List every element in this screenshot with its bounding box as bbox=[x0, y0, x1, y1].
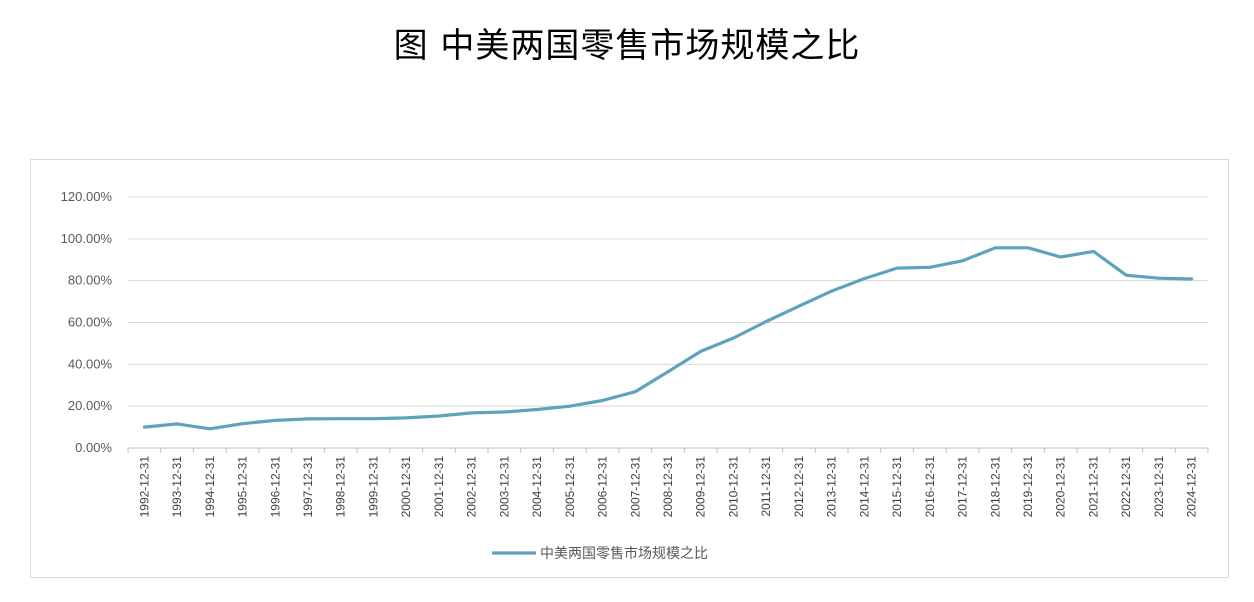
x-tick-label: 1995-12-31 bbox=[236, 456, 250, 518]
data-point bbox=[764, 320, 768, 323]
series-line bbox=[142, 246, 1194, 431]
x-tick-label: 1994-12-31 bbox=[203, 456, 217, 518]
x-tick-label: 2024-12-31 bbox=[1185, 456, 1199, 518]
data-point bbox=[666, 370, 670, 374]
data-point bbox=[535, 408, 539, 411]
x-tick-label: 2015-12-31 bbox=[890, 456, 904, 518]
legend-label: 中美两国零售市场规模之比 bbox=[540, 545, 708, 562]
x-tick-label: 2018-12-31 bbox=[988, 456, 1002, 518]
x-tick-label: 2017-12-31 bbox=[956, 456, 970, 518]
y-tick-label: 120.00% bbox=[61, 189, 113, 204]
x-tick-label: 2014-12-31 bbox=[857, 456, 871, 518]
data-point bbox=[601, 399, 604, 402]
data-point bbox=[437, 414, 441, 418]
data-point bbox=[241, 422, 244, 426]
data-point bbox=[1092, 249, 1095, 253]
x-tick-label: 2016-12-31 bbox=[923, 456, 937, 518]
data-point bbox=[862, 277, 866, 280]
x-tick-label: 1998-12-31 bbox=[334, 456, 348, 518]
data-point bbox=[633, 390, 637, 394]
data-point bbox=[142, 425, 146, 429]
x-tick-label: 2007-12-31 bbox=[628, 456, 642, 518]
x-tick-label: 2005-12-31 bbox=[563, 456, 577, 518]
y-tick-label: 0.00% bbox=[75, 440, 112, 455]
data-point bbox=[1124, 273, 1128, 277]
data-point bbox=[732, 336, 735, 340]
y-tick-label: 60.00% bbox=[68, 315, 113, 330]
x-tick-label: 2012-12-31 bbox=[792, 456, 806, 518]
x-tick-label: 2010-12-31 bbox=[726, 456, 740, 518]
x-tick-label: 2004-12-31 bbox=[530, 456, 544, 518]
x-tick-label: 2009-12-31 bbox=[694, 456, 708, 518]
data-point bbox=[797, 304, 801, 308]
x-tick-label: 2022-12-31 bbox=[1119, 456, 1133, 518]
x-tick-label: 1993-12-31 bbox=[170, 456, 184, 518]
data-point bbox=[928, 265, 932, 269]
data-point bbox=[208, 427, 212, 431]
y-tick-label: 20.00% bbox=[68, 398, 113, 413]
data-point bbox=[502, 410, 506, 414]
data-point bbox=[993, 246, 997, 250]
x-tick-label: 2013-12-31 bbox=[825, 456, 839, 518]
x-tick-label: 2000-12-31 bbox=[399, 456, 413, 518]
data-point bbox=[339, 417, 343, 421]
data-point bbox=[1157, 276, 1161, 280]
x-tick-label: 2003-12-31 bbox=[497, 456, 511, 518]
y-tick-label: 80.00% bbox=[68, 273, 113, 288]
data-point bbox=[470, 411, 474, 415]
data-point bbox=[175, 422, 179, 426]
data-point bbox=[1059, 255, 1063, 259]
data-point bbox=[306, 417, 310, 421]
data-point bbox=[895, 266, 899, 270]
x-tick-label: 1997-12-31 bbox=[301, 456, 315, 518]
page-title: 图 中美两国零售市场规模之比 bbox=[393, 26, 861, 66]
x-tick-label: 1996-12-31 bbox=[268, 456, 282, 518]
x-tick-label: 2001-12-31 bbox=[432, 456, 446, 518]
x-tick-label: 2021-12-31 bbox=[1086, 456, 1100, 518]
data-point bbox=[273, 418, 277, 422]
data-point bbox=[699, 349, 703, 353]
data-point bbox=[1026, 246, 1030, 250]
x-tick-label: 2020-12-31 bbox=[1054, 456, 1068, 518]
data-point bbox=[568, 404, 572, 408]
data-point bbox=[961, 259, 964, 263]
x-tick-label: 2006-12-31 bbox=[596, 456, 610, 518]
chart-frame bbox=[30, 159, 1229, 578]
x-tick-label: 2002-12-31 bbox=[465, 456, 479, 518]
x-tick-label: 1999-12-31 bbox=[366, 456, 380, 518]
x-tick-label: 2008-12-31 bbox=[661, 456, 675, 518]
data-point bbox=[1190, 277, 1194, 281]
x-tick-label: 1992-12-31 bbox=[137, 456, 151, 518]
data-point bbox=[404, 416, 408, 420]
y-tick-label: 100.00% bbox=[61, 231, 113, 246]
y-tick-label: 40.00% bbox=[68, 356, 113, 371]
x-tick-label: 2011-12-31 bbox=[759, 456, 773, 517]
data-point bbox=[830, 289, 834, 293]
data-point bbox=[372, 417, 375, 421]
x-tick-label: 2023-12-31 bbox=[1152, 456, 1166, 518]
x-tick-label: 2019-12-31 bbox=[1021, 456, 1035, 518]
